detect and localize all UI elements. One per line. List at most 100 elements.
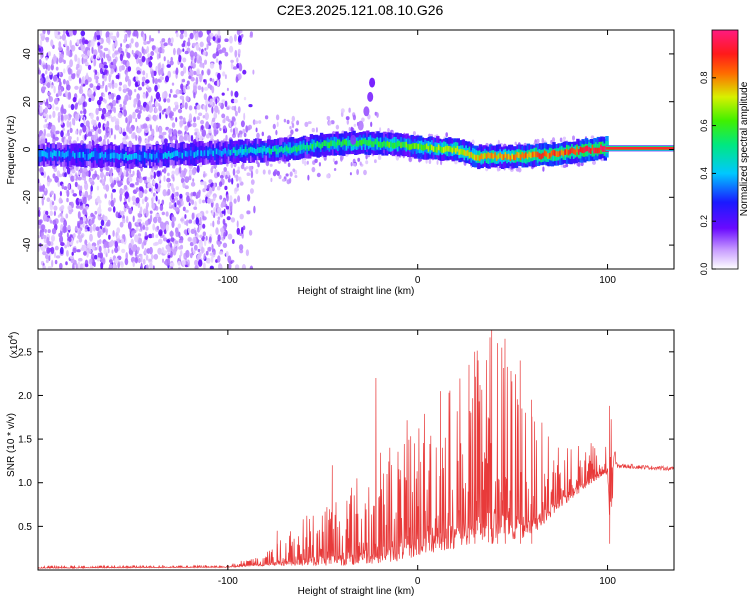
spectrogram-ridge-cell (85, 152, 90, 159)
spectrogram-noise-cell (365, 160, 369, 165)
spectrogram-ridge-cell (480, 153, 484, 160)
spectrogram-noise-cell (185, 191, 190, 196)
spectrogram-noise-cell (198, 224, 202, 231)
spectrogram-noise-cell (104, 123, 108, 128)
spectrogram-noise-cell (193, 70, 197, 76)
spectrogram-noise-cell (565, 163, 569, 168)
spectrogram-noise-cell (148, 188, 152, 192)
spectrogram-noise-cell (72, 30, 77, 36)
spectrogram-noise-cell (193, 206, 198, 210)
spectrogram-noise-cell (85, 205, 89, 210)
spectrogram-noise-cell (70, 175, 75, 182)
spectrogram-noise-cell (219, 63, 222, 71)
spectrogram-noise-cell (128, 95, 132, 101)
spectrogram-noise-cell (110, 68, 114, 75)
spectrogram-noise-cell (120, 43, 123, 48)
spectrogram-noise-cell (64, 39, 67, 47)
spectrogram-noise-cell (109, 175, 113, 184)
spectrogram-noise-cell (203, 93, 208, 101)
spectrogram-noise-cell (151, 232, 155, 239)
spectrogram-noise-cell (141, 198, 145, 205)
spectrogram-noise-cell (162, 91, 165, 100)
spectrogram-noise-cell (112, 263, 116, 269)
spectrogram-noise-cell (307, 121, 312, 125)
spectrogram-noise-cell (213, 182, 216, 188)
spectrogram-noise-cell (180, 218, 184, 222)
spectrogram-noise-cell (223, 231, 226, 240)
spectrogram-noise-cell (163, 261, 168, 265)
spectrogram-noise-cell (379, 127, 382, 133)
spectrogram-noise-cell (161, 110, 165, 115)
spectrogram-noise-cell (551, 137, 556, 143)
spectrogram-noise-cell (216, 171, 220, 177)
spectrogram-noise-cell (208, 236, 212, 243)
spectrogram-noise-cell (229, 205, 233, 212)
spectrogram-noise-cell (90, 185, 93, 192)
spectrogram-noise-cell (206, 43, 209, 50)
spectrogram-noise-cell (163, 237, 168, 242)
spectrogram-noise-cell (239, 249, 244, 254)
spectrogram-noise-cell (57, 72, 60, 79)
spectrogram-noise-cell (445, 132, 449, 138)
spectrogram-noise-cell (47, 178, 52, 183)
spectrogram-noise-cell (52, 103, 55, 111)
spectrogram-noise-cell (84, 79, 89, 85)
spectrogram-ridge-cell (67, 150, 71, 157)
spectrogram-ridge-cell (208, 148, 213, 155)
spectrogram-noise-cell (49, 122, 53, 127)
spectrogram-noise-cell (46, 197, 51, 202)
spectrogram-noise-cell (126, 125, 130, 132)
spectrogram-noise-cell (269, 163, 273, 167)
spectrogram-noise-cell (42, 234, 47, 239)
spectrogram-noise-cell (78, 98, 81, 106)
spectrogram-noise-cell (216, 122, 221, 129)
spectrogram-noise-cell (67, 67, 72, 75)
spectrogram-noise-cell (174, 207, 180, 212)
spectrogram-noise-cell (237, 195, 241, 203)
spectrogram-noise-cell (46, 133, 51, 138)
spectrogram-ridge-cell (384, 142, 389, 148)
spectrogram-noise-cell (38, 59, 42, 66)
spectrogram-noise-cell (151, 70, 154, 79)
spectrogram-noise-cell (234, 34, 237, 42)
spectrogram-noise-cell (73, 175, 76, 180)
spectrogram-noise-cell (38, 47, 41, 52)
spectrogram-noise-cell (50, 190, 54, 195)
spectrogram-noise-cell (163, 138, 168, 144)
snr-ytick-label: 2.5 (18, 347, 32, 358)
spectrogram-noise-cell (199, 63, 204, 68)
spectrogram-noise-cell (96, 30, 100, 36)
spectrogram-noise-cell (196, 135, 199, 143)
snr-xtick-label: -100 (218, 576, 238, 587)
spectrogram-noise-cell (311, 127, 315, 133)
spectrogram-noise-cell (108, 93, 112, 100)
spectrogram-noise-cell (46, 64, 51, 71)
spectrogram-noise-cell (150, 38, 155, 42)
spectrogram-noise-cell (77, 176, 82, 181)
spectrogram-noise-cell (218, 265, 222, 269)
spectrogram-noise-cell (67, 205, 72, 211)
spectrogram-noise-cell (137, 112, 141, 120)
spectrogram-noise-cell (216, 79, 220, 87)
spectrogram-noise-cell (44, 118, 47, 123)
spectrogram-noise-cell (83, 116, 86, 125)
spectrogram-noise-cell (237, 106, 241, 114)
spectrogram-noise-cell (71, 189, 75, 194)
spectrogram-noise-cell (89, 244, 92, 249)
spectrogram-noise-cell (236, 220, 239, 228)
spectrogram-noise-cell (105, 171, 110, 177)
spectrogram-noise-cell (95, 78, 99, 84)
spectrogram-noise-cell (105, 84, 108, 93)
spectrogram-noise-cell (48, 96, 54, 103)
spectrogram-noise-cell (42, 213, 48, 222)
spectrogram-noise-cell (103, 64, 109, 69)
spectrogram-noise-cell (104, 74, 107, 81)
spectrogram-noise-cell (161, 199, 165, 205)
spectrogram-noise-cell (185, 219, 189, 227)
spectrogram-noise-cell (145, 91, 148, 99)
spectrogram-noise-cell (103, 52, 106, 59)
spectrogram-noise-cell (58, 232, 62, 238)
spectrogram-noise-cell (196, 104, 201, 110)
spectrogram-noise-cell (273, 169, 278, 175)
spectrogram-noise-cell (45, 37, 50, 41)
